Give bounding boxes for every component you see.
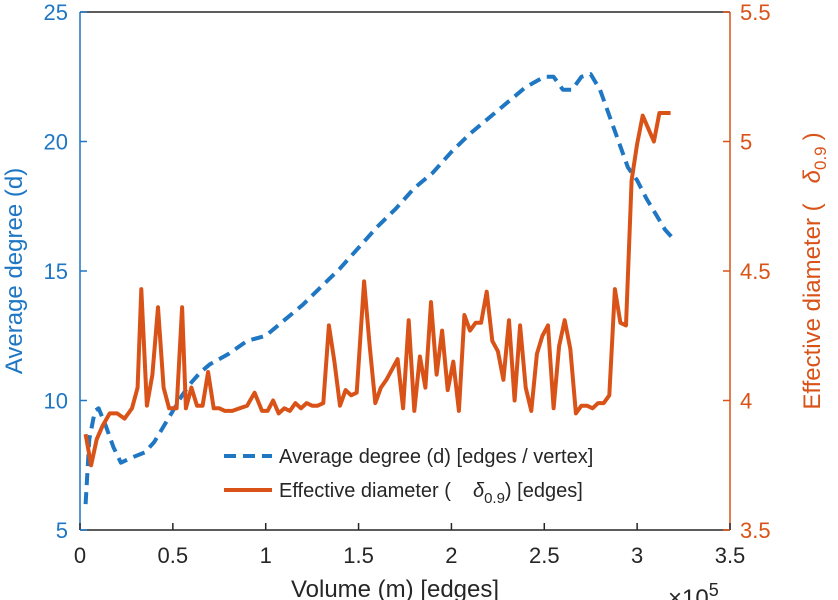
right-tick-label: 5	[740, 130, 752, 155]
x-tick-label: 1.5	[343, 543, 374, 568]
x-tick-label: 2.5	[529, 543, 560, 568]
legend-label-avg-degree: Average degree (d) [edges / vertex]	[279, 446, 593, 468]
right-axis-label: Effective diameter (δ0.9)	[799, 132, 830, 409]
right-y-ticks: 3.5 4 4.5 5 5.5	[723, 0, 771, 543]
right-tick-label: 3.5	[740, 518, 771, 543]
left-tick-label: 20	[44, 130, 68, 155]
x-tick-label: 3.5	[715, 543, 746, 568]
series-line-effective-diameter	[83, 111, 671, 468]
x-tick-label: 2	[445, 543, 457, 568]
x-tick-label: 0.5	[158, 543, 189, 568]
left-tick-label: 15	[44, 259, 68, 284]
left-tick-label: 5	[56, 518, 68, 543]
x-tick-label: 0	[74, 543, 86, 568]
right-tick-label: 4	[740, 389, 752, 414]
x-exponent: ×105	[668, 580, 719, 600]
left-axis-label: Average degree (d)	[1, 168, 28, 374]
x-axis-label: Volume (m) [edges]	[291, 576, 499, 600]
right-tick-label: 5.5	[740, 0, 771, 25]
left-y-ticks: 5 10 15 20 25	[44, 0, 87, 543]
series-layer	[83, 72, 676, 505]
legend: Average degree (d) [edges / vertex] Effe…	[224, 446, 593, 507]
x-ticks: 0 0.5 1 1.5 2 2.5 3 3.5	[74, 523, 745, 568]
x-tick-label: 1	[260, 543, 272, 568]
series-line-average-degree	[83, 72, 676, 505]
legend-label-eff-diameter: Effective diameter (δ0.9) [edges]	[279, 480, 583, 507]
left-tick-label: 10	[44, 389, 68, 414]
x-tick-label: 3	[631, 543, 643, 568]
right-tick-label: 4.5	[740, 259, 771, 284]
left-tick-label: 25	[44, 0, 68, 25]
